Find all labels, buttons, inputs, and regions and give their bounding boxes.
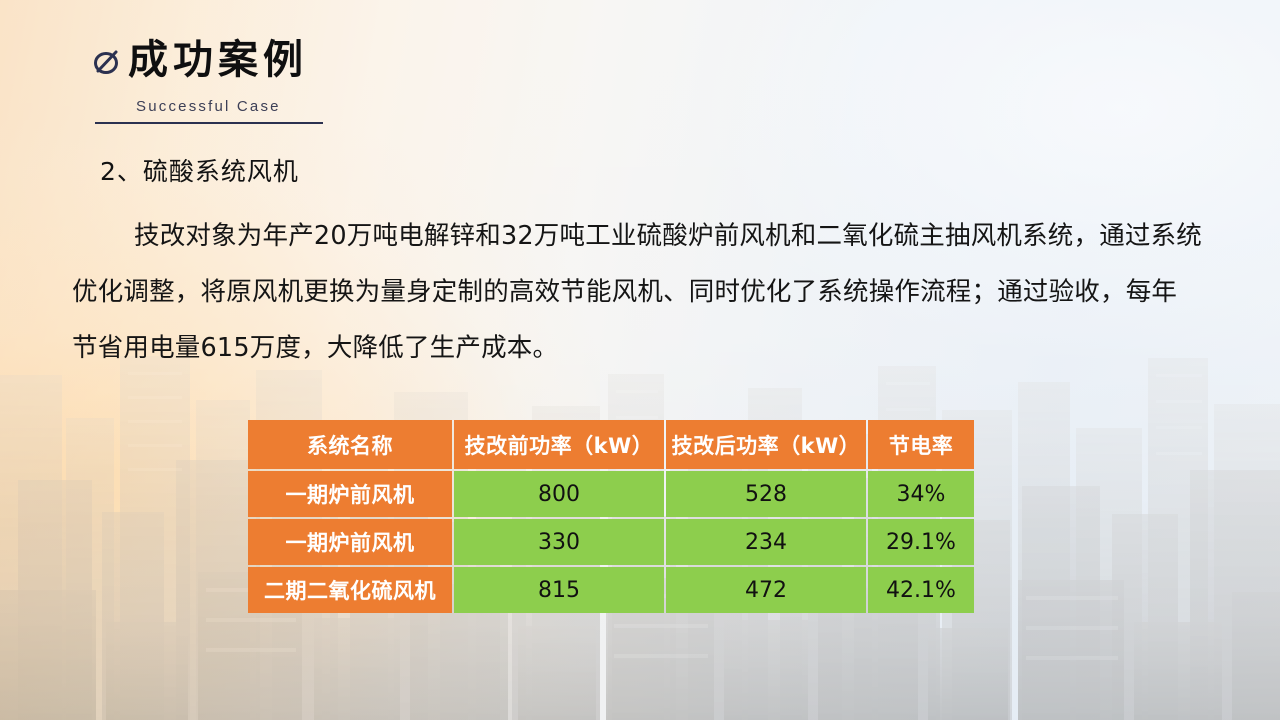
cell-system-name: 二期二氧化硫风机 — [248, 567, 452, 613]
slashed-circle-icon — [92, 47, 122, 77]
cell-saving-rate: 42.1% — [868, 567, 974, 613]
cell-saving-rate: 29.1% — [868, 519, 974, 565]
page-title: 成功案例 — [128, 37, 308, 83]
body-paragraph: 技改对象为年产20万吨电解锌和32万吨工业硫酸炉前风机和二氧化硫主抽风机系统，通… — [72, 208, 1252, 376]
title-block: 成功案例 Successful Case — [92, 34, 512, 124]
table-row: 一期炉前风机 330 234 29.1% — [248, 519, 974, 565]
table-header-row: 系统名称 技改前功率（kW） 技改后功率（kW） 节电率 — [248, 420, 974, 469]
body-line: 技改对象为年产20万吨电解锌和32万吨工业硫酸炉前风机和二氧化硫主抽风机系统，通… — [134, 221, 1202, 251]
title-row: 成功案例 — [92, 34, 512, 86]
cell-power-before: 330 — [454, 519, 664, 565]
title-underline — [95, 122, 323, 124]
section-heading: 2、硫酸系统风机 — [100, 157, 299, 186]
body-line: 节省用电量615万度，大降低了生产成本。 — [72, 333, 559, 363]
table-row: 一期炉前风机 800 528 34% — [248, 471, 974, 517]
cell-system-name: 一期炉前风机 — [248, 519, 452, 565]
cell-system-name: 一期炉前风机 — [248, 471, 452, 517]
column-header-saving-rate: 节电率 — [868, 420, 974, 469]
column-header-power-after: 技改后功率（kW） — [666, 420, 866, 469]
cell-power-after: 528 — [666, 471, 866, 517]
results-table: 系统名称 技改前功率（kW） 技改后功率（kW） 节电率 一期炉前风机 800 … — [246, 418, 976, 615]
cell-power-after: 472 — [666, 567, 866, 613]
cell-power-before: 815 — [454, 567, 664, 613]
column-header-power-before: 技改前功率（kW） — [454, 420, 664, 469]
table-row: 二期二氧化硫风机 815 472 42.1% — [248, 567, 974, 613]
cell-power-before: 800 — [454, 471, 664, 517]
page-subtitle: Successful Case — [136, 98, 281, 115]
body-line: 优化调整，将原风机更换为量身定制的高效节能风机、同时优化了系统操作流程；通过验收… — [72, 277, 1178, 307]
cell-saving-rate: 34% — [868, 471, 974, 517]
background-sky-haze — [700, 0, 1280, 360]
column-header-system-name: 系统名称 — [248, 420, 452, 469]
cell-power-after: 234 — [666, 519, 866, 565]
